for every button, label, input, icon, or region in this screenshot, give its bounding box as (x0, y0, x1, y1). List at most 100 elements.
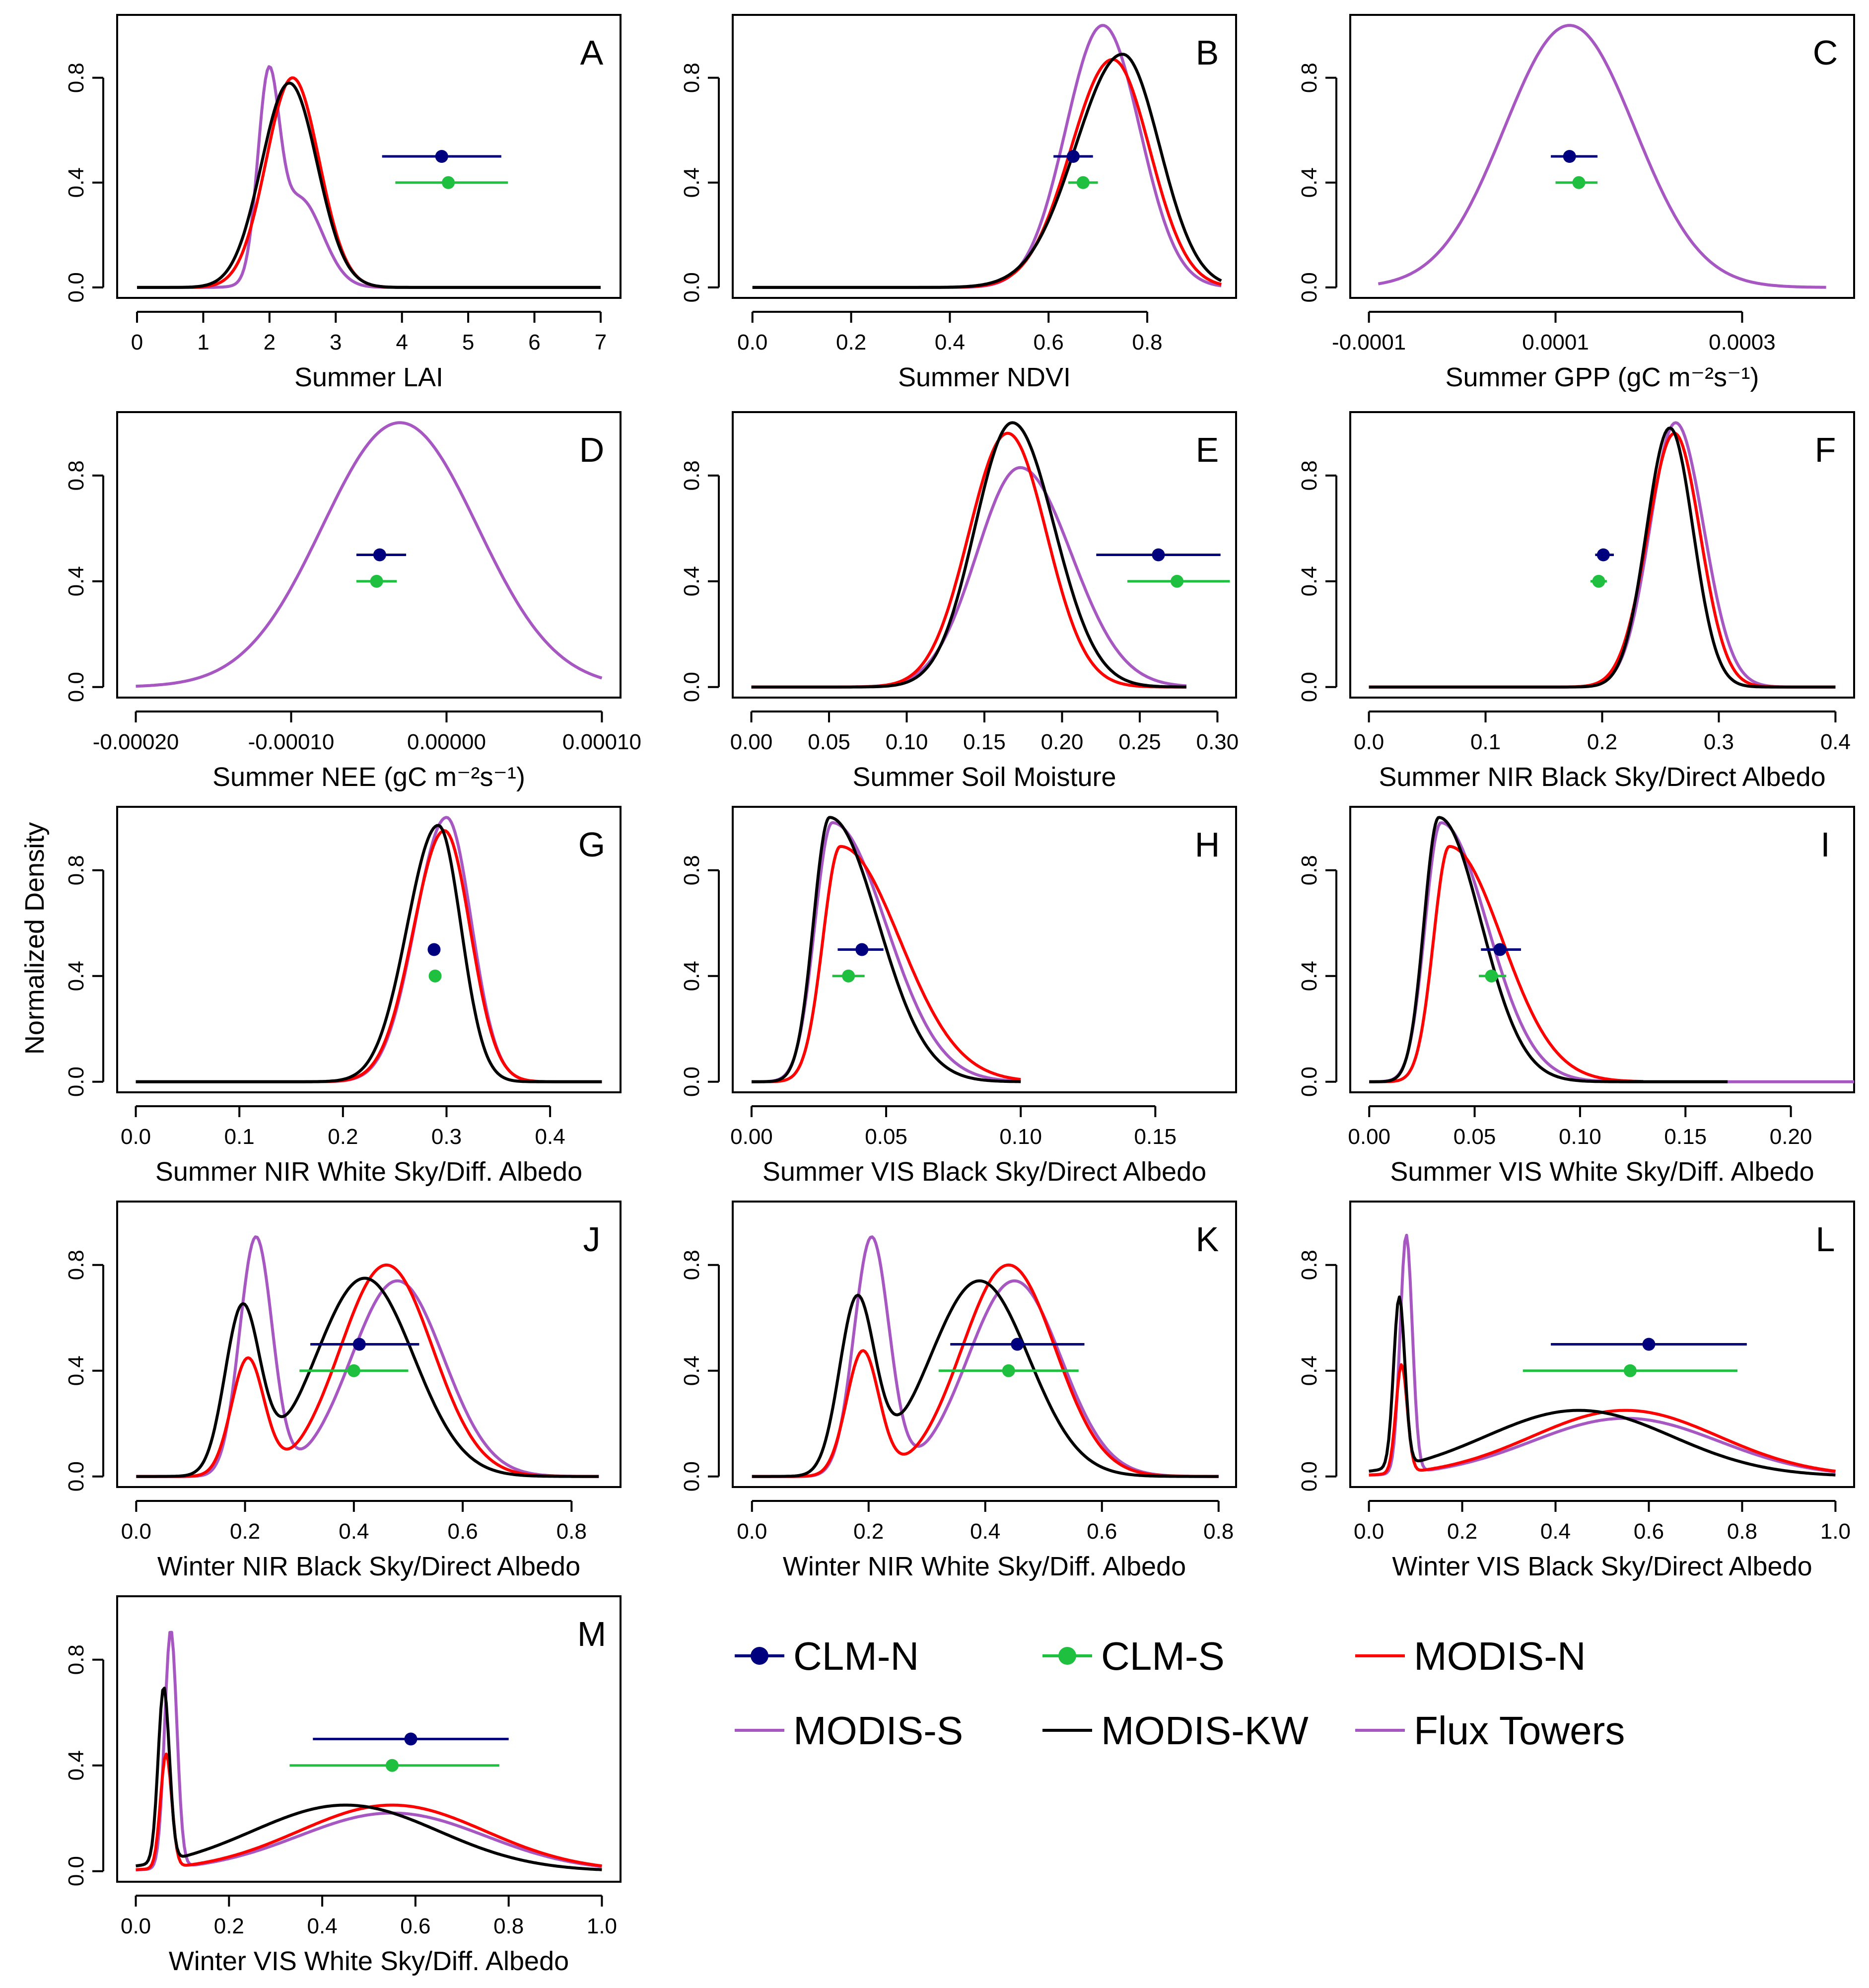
panels: 0 1 2 3 4 5 6 7 Summer LAI 0.0 0.4 0.8 A 0.0 0.2 0.4 0.6… (64, 14, 1855, 1976)
plot-frame (116, 411, 622, 699)
x-tick-label: 0.2 (1587, 730, 1617, 754)
y-axis: 0.0 0.4 0.8 (680, 855, 720, 1097)
x-axis: 0.00 0.05 0.10 0.15 0.20 Summer VIS White Sky… (1348, 1105, 1814, 1187)
x-tick-label: 0.2 (230, 1519, 260, 1544)
plot-frame (116, 14, 622, 299)
x-tick-label: 1 (197, 330, 209, 355)
point-clm-n (1563, 150, 1576, 163)
series-line-modis-kw (136, 1277, 599, 1478)
x-tick-label: 0.15 (963, 730, 1006, 754)
x-tick-label: 6 (528, 330, 540, 355)
plot-frame (732, 806, 1237, 1093)
series-line-modis-n (751, 431, 1186, 689)
panel-letter: G (578, 825, 605, 864)
y-tick-label: 0.4 (680, 1355, 704, 1386)
x-tick-label: 0.15 (1134, 1125, 1177, 1149)
plot-frame (1349, 806, 1855, 1093)
x-tick-label: 0.0 (1354, 1519, 1384, 1544)
x-tick-label: 1.0 (1820, 1519, 1851, 1544)
panel-m: 0.0 0.2 0.4 0.6 0.8 1.0 Winter VIS White Sky/D… (64, 1595, 622, 1976)
panel-h: 0.00 0.05 0.10 0.15 Summer VIS Black Sky/Dir… (680, 806, 1237, 1187)
x-tick-label: 0.4 (307, 1914, 338, 1938)
series-line-modis-kw (751, 816, 1022, 1083)
x-axis-label: Winter NIR Black Sky/Direct Albedo (157, 1552, 580, 1581)
x-axis: 0.00 0.05 0.10 0.15 Summer VIS Black Sky/Dir… (730, 1105, 1206, 1187)
series-line-modis-kw (1369, 816, 1728, 1083)
x-axis-label: Winter NIR White Sky/Diff. Albedo (783, 1552, 1186, 1581)
y-tick-label: 0.0 (680, 1066, 704, 1097)
legend-item-clm-n: CLM-N (735, 1634, 919, 1678)
x-tick-label: -0.0001 (1332, 330, 1406, 355)
x-tick-label: 0.2 (328, 1125, 358, 1149)
y-tick-label: 0.8 (680, 1250, 704, 1280)
x-tick-label: 0.2 (853, 1519, 884, 1544)
x-tick-label: 0.0 (737, 330, 767, 355)
panel-letter: L (1816, 1220, 1835, 1259)
y-tick-label: 0.8 (1297, 460, 1321, 491)
x-tick-label: 7 (595, 330, 607, 355)
y-tick-label: 0.4 (64, 1355, 88, 1386)
y-tick-label: 0.4 (64, 566, 88, 596)
y-axis: 0.0 0.4 0.8 (1297, 1250, 1337, 1491)
panel-l: 0.0 0.2 0.4 0.6 0.8 1.0 Winter VIS Black Sky/D… (1297, 1201, 1855, 1581)
series-line-modis-kw (751, 421, 1186, 689)
point-clm-n (427, 943, 441, 956)
y-tick-label: 0.0 (1297, 1066, 1321, 1097)
x-axis: 0.0 0.2 0.4 0.6 0.8 1.0 Winter VIS White Sky/D… (121, 1895, 617, 1976)
y-tick-label: 0.8 (64, 855, 88, 885)
y-tick-label: 0.0 (680, 672, 704, 702)
y-tick-label: 0.8 (64, 1250, 88, 1280)
x-tick-label: 0.0003 (1709, 330, 1776, 355)
point-clm-s (385, 1759, 399, 1772)
x-tick-label: 0.05 (865, 1125, 907, 1149)
point-clm-s (1002, 1364, 1015, 1377)
y-axis: 0.0 0.4 0.8 (680, 1250, 720, 1491)
point-clm-s (1592, 574, 1605, 588)
y-tick-label: 0.8 (680, 460, 704, 491)
panel-b: 0.0 0.2 0.4 0.6 0.8 Summer NDVI 0.0 0.4 0.8 B (680, 14, 1237, 392)
x-tick-label: 0.2 (214, 1914, 244, 1938)
x-tick-label: 0.10 (1559, 1125, 1601, 1149)
point-clm-s (370, 574, 383, 588)
x-tick-label: 0.20 (1770, 1125, 1812, 1149)
x-tick-label: 4 (396, 330, 408, 355)
y-tick-label: 0.4 (64, 961, 88, 991)
series-line-modis-kw (752, 53, 1222, 289)
series-line-modis-kw (137, 81, 601, 289)
panel-letter: C (1813, 33, 1838, 72)
x-tick-label: 0.00 (1348, 1125, 1390, 1149)
legend-swatch-point (1058, 1647, 1076, 1665)
x-tick-label: 0.1 (224, 1125, 255, 1149)
x-axis-label: Summer NIR Black Sky/Direct Albedo (1379, 762, 1825, 792)
panel-letter: D (579, 430, 605, 469)
panel-c: -0.0001 0.0001 0.0003 Summer GPP (gC m⁻²s⁻¹… (1297, 14, 1855, 392)
x-tick-label: 0.05 (808, 730, 850, 754)
x-tick-label: 0.6 (1087, 1519, 1117, 1544)
plot-frame (1349, 1201, 1855, 1488)
panel-letter: B (1196, 33, 1219, 72)
x-tick-label: -0.00010 (248, 730, 335, 754)
legend-swatch-point (751, 1647, 768, 1665)
plot-frame (116, 1595, 622, 1883)
series-line-modis-kw (1369, 1295, 1836, 1477)
point-clm-n (1066, 150, 1080, 163)
point-clm-s (347, 1364, 360, 1377)
panel-letter: M (577, 1615, 606, 1653)
series-line-modis-s (751, 466, 1187, 689)
y-tick-label: 0.8 (64, 460, 88, 491)
x-axis: 0.0 0.2 0.4 0.6 0.8 1.0 Winter VIS Black Sky/D… (1354, 1500, 1851, 1581)
x-axis-label: Summer Soil Moisture (852, 762, 1116, 792)
panel-j: 0.0 0.2 0.4 0.6 0.8 Winter NIR Black Sky/Dire… (64, 1201, 622, 1581)
x-tick-label: 0.00000 (407, 730, 486, 754)
y-tick-label: 0.4 (64, 1750, 88, 1780)
x-tick-label: 0.4 (1820, 730, 1851, 754)
x-tick-label: 0.0 (737, 1519, 767, 1544)
x-tick-label: 0.8 (1132, 330, 1162, 355)
series-line-modis-s (752, 1235, 1219, 1478)
legend: CLM-N CLM-S MODIS-N MODIS-S MODIS-KW Flux Tow… (735, 1634, 1625, 1753)
y-tick-label: 0.4 (680, 566, 704, 596)
y-axis: 0.0 0.4 0.8 (680, 63, 720, 302)
x-tick-label: 0.0 (121, 1519, 151, 1544)
series-line-modis-s (136, 816, 602, 1083)
x-tick-label: 0.6 (400, 1914, 430, 1938)
